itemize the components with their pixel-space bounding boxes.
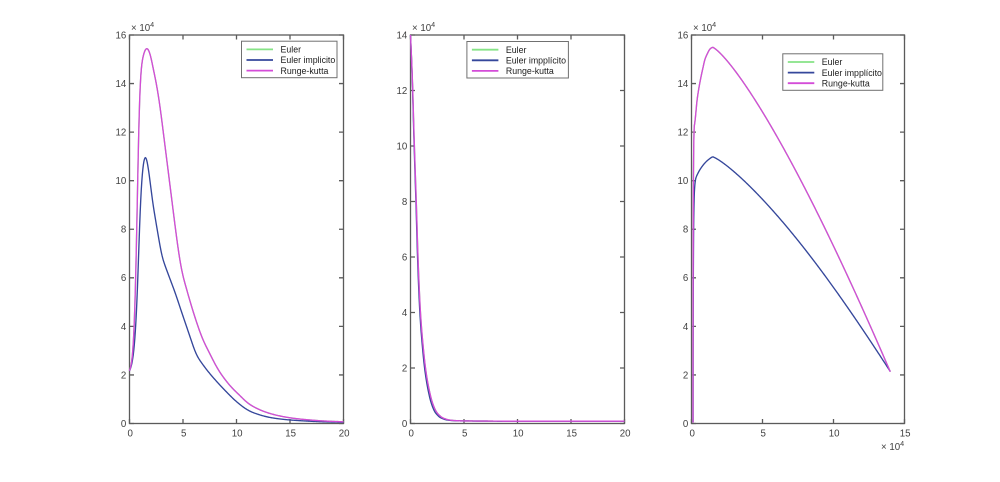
svg-text:14: 14 (116, 79, 127, 90)
svg-text:6: 6 (402, 252, 407, 263)
svg-text:12: 12 (397, 86, 408, 97)
svg-text:4: 4 (402, 308, 408, 319)
svg-text:10: 10 (397, 141, 408, 152)
svg-text:× 104: × 104 (131, 20, 154, 34)
svg-text:Runge-kutta: Runge-kutta (822, 78, 870, 88)
svg-text:8: 8 (402, 197, 407, 208)
svg-text:Euler: Euler (822, 57, 843, 67)
svg-text:0: 0 (409, 429, 415, 440)
svg-text:0: 0 (402, 419, 408, 430)
svg-text:15: 15 (566, 429, 577, 440)
svg-text:2: 2 (121, 370, 126, 381)
svg-text:5: 5 (761, 429, 766, 440)
svg-text:10: 10 (678, 176, 689, 187)
svg-text:2: 2 (683, 370, 688, 381)
svg-text:12: 12 (116, 128, 127, 139)
svg-text:2: 2 (402, 363, 407, 374)
svg-text:14: 14 (678, 79, 689, 90)
svg-text:Euler impplícito: Euler impplícito (506, 56, 566, 66)
svg-text:0: 0 (690, 429, 696, 440)
svg-text:0: 0 (683, 419, 689, 430)
svg-text:4: 4 (683, 322, 689, 333)
svg-text:15: 15 (900, 429, 911, 440)
svg-text:0: 0 (121, 419, 127, 430)
svg-text:Runge-kutta: Runge-kutta (506, 66, 554, 76)
svg-text:15: 15 (285, 429, 296, 440)
svg-text:× 104: × 104 (412, 20, 435, 34)
svg-text:Euler: Euler (506, 45, 527, 55)
svg-text:20: 20 (339, 429, 350, 440)
svg-text:4: 4 (121, 322, 127, 333)
svg-text:16: 16 (678, 30, 689, 41)
svg-text:6: 6 (683, 273, 688, 284)
svg-text:× 104: × 104 (881, 439, 904, 453)
svg-text:× 104: × 104 (693, 20, 716, 34)
svg-text:Euler: Euler (281, 45, 302, 55)
svg-text:16: 16 (116, 30, 127, 41)
svg-text:5: 5 (462, 429, 467, 440)
svg-text:10: 10 (232, 429, 243, 440)
svg-text:8: 8 (121, 225, 126, 236)
svg-text:20: 20 (620, 429, 631, 440)
svg-text:Euler impplícito: Euler impplícito (822, 68, 882, 78)
svg-text:10: 10 (829, 429, 840, 440)
svg-text:Euler implicito: Euler implicito (281, 55, 336, 65)
svg-text:Runge-kutta: Runge-kutta (281, 66, 329, 76)
svg-text:10: 10 (116, 176, 127, 187)
svg-text:10: 10 (513, 429, 524, 440)
svg-text:0: 0 (128, 429, 134, 440)
svg-text:12: 12 (678, 128, 689, 139)
svg-text:6: 6 (121, 273, 126, 284)
svg-text:5: 5 (181, 429, 186, 440)
svg-text:8: 8 (683, 225, 688, 236)
svg-text:14: 14 (397, 30, 408, 41)
